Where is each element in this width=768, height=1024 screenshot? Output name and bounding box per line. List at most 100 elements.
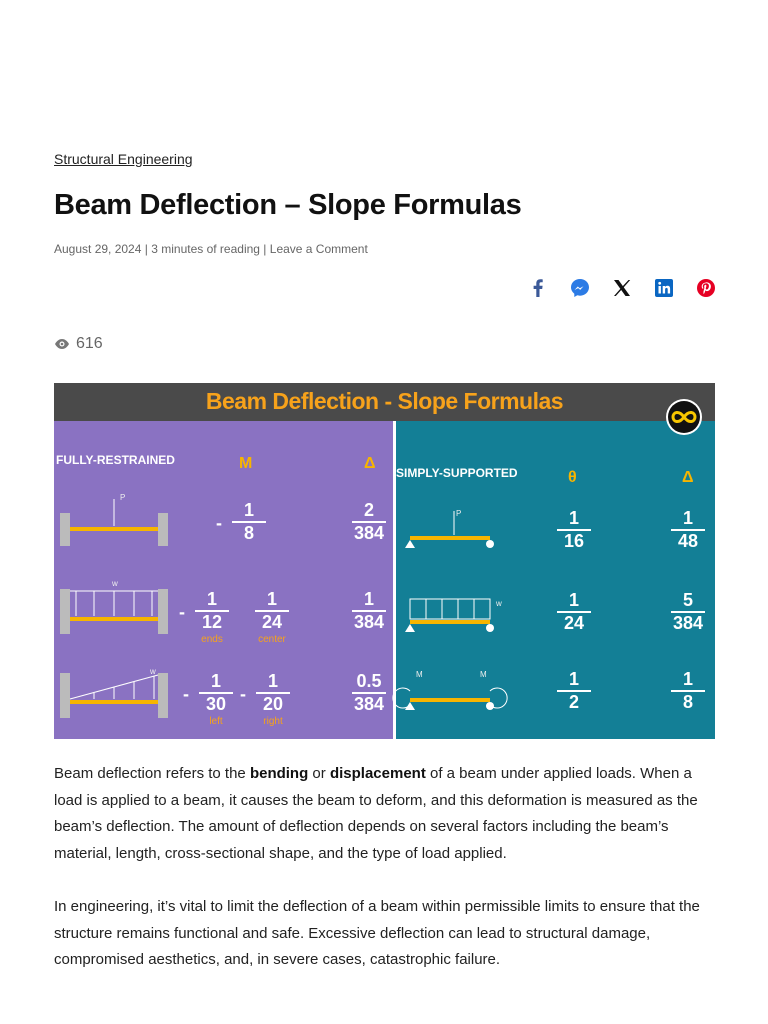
- text-run: In engineering, it’s vital to limit the …: [54, 898, 700, 969]
- simple-col-d: Δ: [682, 469, 694, 486]
- reading-time: 3 minutes of reading: [151, 242, 260, 256]
- numerator: 1: [568, 508, 579, 528]
- fraction-sign: -: [183, 684, 189, 704]
- eye-icon: [55, 339, 69, 349]
- text-run: Beam deflection refers to the: [54, 765, 250, 782]
- separator: |: [263, 242, 267, 256]
- fraction-bar: [352, 692, 386, 694]
- fraction-bar: [255, 610, 289, 612]
- fraction-note: left: [209, 716, 223, 727]
- fraction: 2 384: [344, 500, 394, 544]
- fixed-col-d: Δ: [364, 455, 376, 472]
- infographic-title-bar: [54, 383, 715, 421]
- share-x[interactable]: [610, 276, 634, 300]
- share-linkedin[interactable]: [652, 276, 676, 300]
- infographic: Beam Deflection - Slope Formulas FULLY-R…: [54, 383, 715, 739]
- load-label: w: [496, 599, 502, 608]
- panel-divider: [393, 421, 396, 739]
- numerator: 5: [682, 590, 693, 610]
- fraction-bar: [557, 611, 591, 613]
- numerator: 1: [267, 671, 278, 691]
- denominator: 20: [262, 694, 284, 714]
- denominator: 8: [682, 692, 693, 712]
- fraction: - 1 30 left: [183, 671, 241, 729]
- paragraph: In engineering, it’s vital to limit the …: [54, 894, 714, 974]
- numerator: 0.5: [356, 671, 382, 691]
- beam-diagrams: [60, 499, 508, 718]
- fixed-col-m: M: [239, 455, 253, 472]
- numerator: 2: [363, 500, 374, 520]
- post-title: Beam Deflection – Slope Formulas: [54, 189, 522, 221]
- fraction: 0.5 384: [344, 671, 394, 715]
- fraction-note: ends: [201, 634, 223, 645]
- denominator: 384: [353, 523, 385, 543]
- load-label: w: [112, 579, 118, 588]
- view-count: 616: [54, 335, 103, 353]
- denominator: 384: [353, 694, 385, 714]
- load-label: P: [456, 509, 462, 518]
- denominator: 384: [353, 612, 385, 632]
- load-label: w: [150, 667, 156, 676]
- numerator: 1: [206, 589, 217, 609]
- numerator: 1: [682, 508, 693, 528]
- share-pinterest[interactable]: [694, 276, 718, 300]
- denominator: 30: [205, 694, 227, 714]
- bold-term: displacement: [329, 765, 426, 782]
- numerator: 1: [210, 671, 221, 691]
- fraction: 1 24 center: [247, 589, 297, 647]
- fraction-bar: [195, 610, 229, 612]
- fraction-bar: [232, 521, 266, 523]
- fraction-sign: -: [179, 602, 185, 622]
- denominator: 12: [201, 612, 223, 632]
- fraction-note: right: [263, 716, 283, 727]
- fraction: 1 24: [549, 590, 599, 634]
- load-label: P: [120, 493, 126, 502]
- denominator: 24: [563, 613, 585, 633]
- fraction-bar: [256, 692, 290, 694]
- fraction: - 1 12 ends: [179, 589, 237, 647]
- numerator: 1: [363, 589, 374, 609]
- denominator: 48: [677, 531, 699, 551]
- numerator: 1: [243, 500, 254, 520]
- numerator: 1: [682, 669, 693, 689]
- simple-col-theta: θ: [568, 469, 577, 486]
- text-run: or: [308, 765, 330, 782]
- category-link[interactable]: Structural Engineering: [54, 151, 193, 167]
- denominator: 16: [563, 531, 585, 551]
- share-messenger[interactable]: [568, 276, 592, 300]
- fraction: 1 48: [663, 508, 713, 552]
- fraction-note: center: [258, 634, 286, 645]
- fixed-heading: FULLY-RESTRAINED: [56, 453, 175, 467]
- comment-link[interactable]: Leave a Comment: [269, 242, 368, 256]
- bold-term: bending: [249, 765, 309, 782]
- load-label: M: [416, 670, 423, 679]
- numerator: 1: [266, 589, 277, 609]
- paragraph: Beam deflection refers to the bending or…: [54, 761, 714, 868]
- numerator: 1: [568, 669, 579, 689]
- fraction-bar: [352, 521, 386, 523]
- denominator: 384: [672, 613, 704, 633]
- fraction: - 1 20 right: [240, 671, 298, 729]
- view-number: 616: [76, 335, 103, 352]
- fraction: - 1 8: [216, 500, 274, 544]
- text-run: of a beam under applied loads. When a lo…: [54, 765, 698, 863]
- fraction: 1 384: [344, 589, 394, 633]
- share-facebook[interactable]: [526, 276, 550, 300]
- fraction-bar: [671, 690, 705, 692]
- post-date: August 29, 2024: [54, 242, 142, 256]
- logo: [666, 399, 702, 435]
- denominator: 24: [261, 612, 283, 632]
- fraction-bar: [671, 529, 705, 531]
- numerator: 1: [568, 590, 579, 610]
- fraction-bar: [557, 529, 591, 531]
- post-meta: August 29, 2024 | 3 minutes of reading |…: [54, 242, 368, 256]
- denominator: 2: [568, 692, 579, 712]
- fraction-bar: [671, 611, 705, 613]
- fraction-sign: -: [216, 513, 222, 533]
- fraction: 5 384: [663, 590, 713, 634]
- share-bar: [526, 276, 718, 300]
- fraction-sign: -: [240, 684, 246, 704]
